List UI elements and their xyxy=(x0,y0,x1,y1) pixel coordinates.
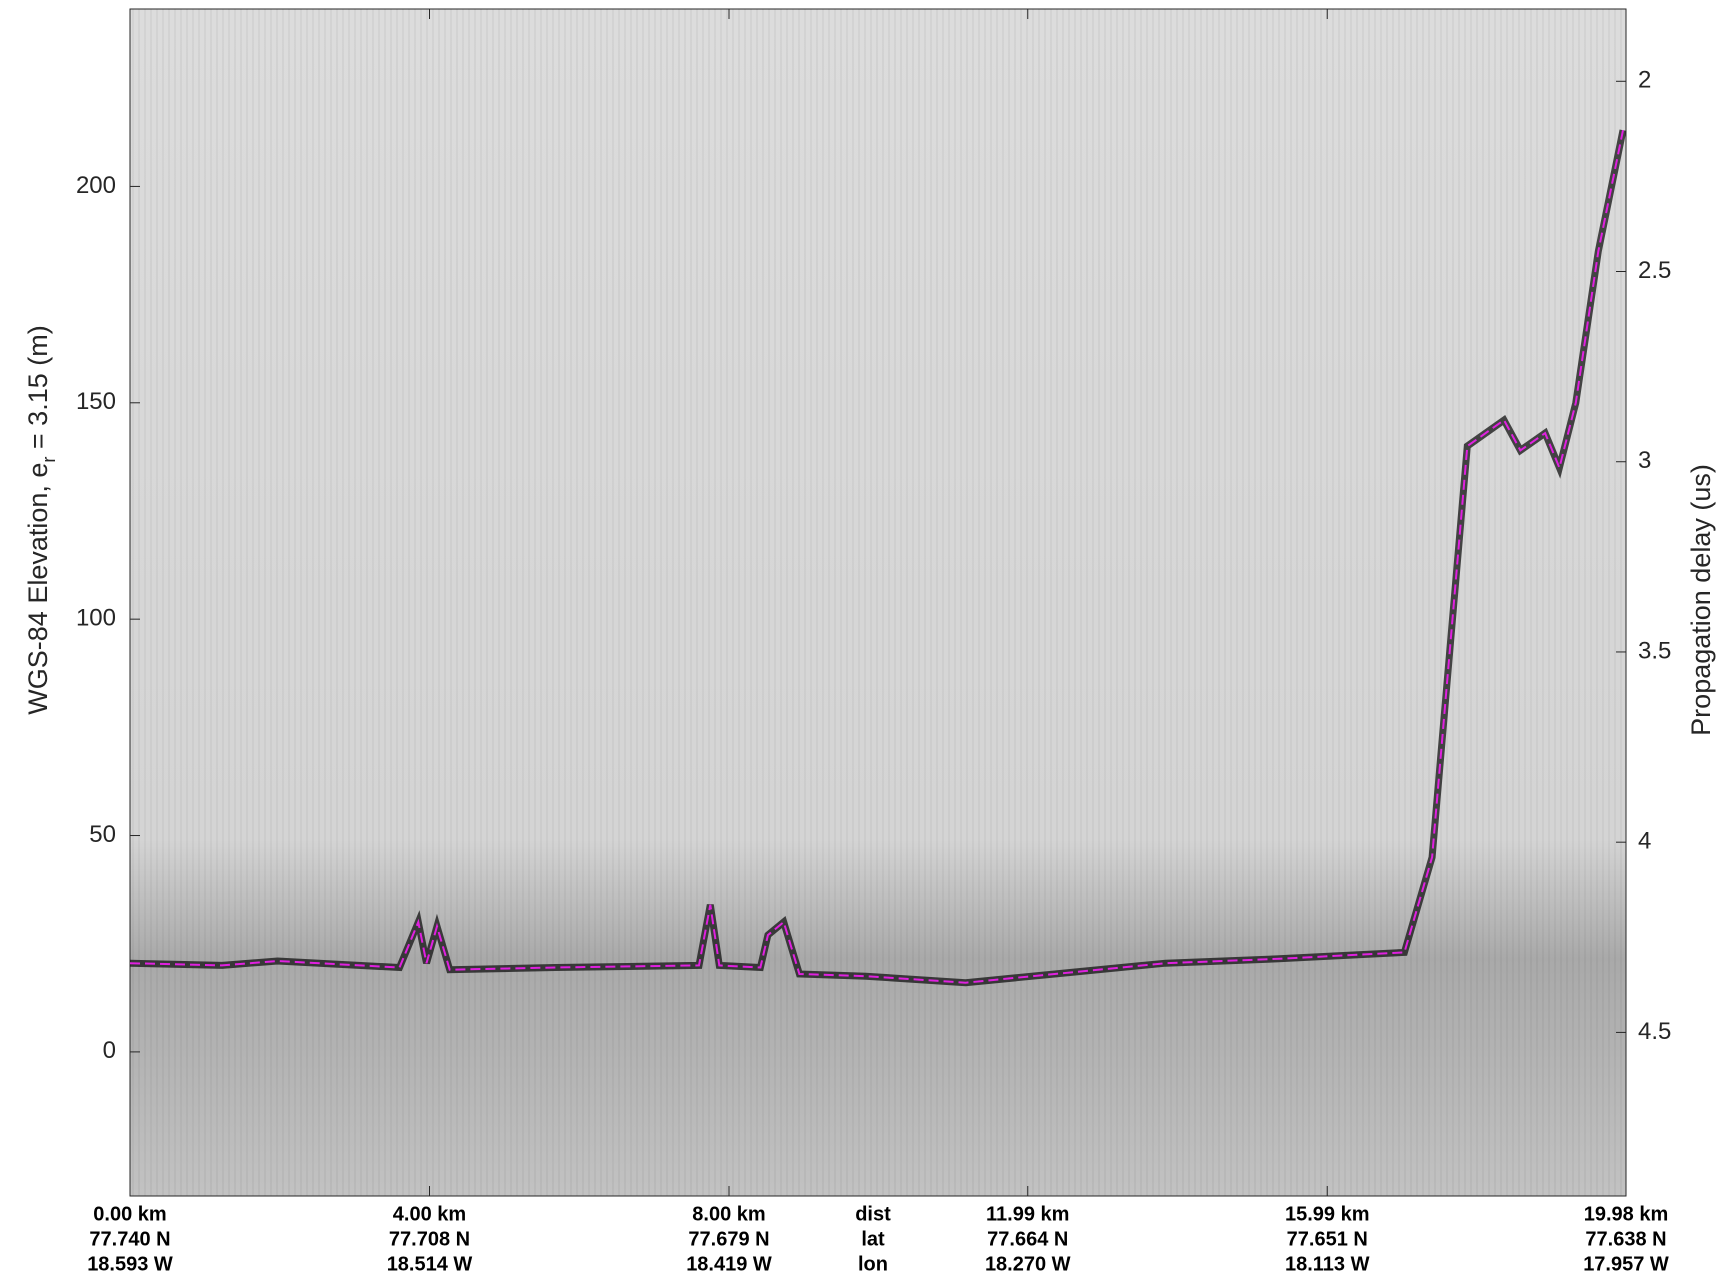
lon-label: 18.593 W xyxy=(87,1253,173,1275)
lon-label: 18.419 W xyxy=(686,1253,772,1275)
lat-label: 77.664 N xyxy=(987,1228,1068,1250)
lat-label: 77.708 N xyxy=(389,1228,470,1250)
echogram-texture xyxy=(130,9,1626,1196)
lat-label: 77.679 N xyxy=(688,1228,769,1250)
y-label-text: WGS-84 Elevation, e xyxy=(23,463,53,715)
y2-axis-label: Propagation delay (us) xyxy=(1686,464,1716,736)
y2-tick-label: 3 xyxy=(1638,447,1651,474)
y2-tick-label: 4 xyxy=(1638,828,1651,855)
lon-label: 18.113 W xyxy=(1285,1253,1370,1275)
y-label-sub: r xyxy=(39,457,59,463)
lon-label: 17.957 W xyxy=(1583,1253,1669,1275)
lat-label: 77.638 N xyxy=(1585,1228,1666,1250)
x-tick-label: 8.00 km xyxy=(692,1203,765,1225)
lat-label: 77.651 N xyxy=(1287,1228,1368,1250)
y-tick-label: 100 xyxy=(76,605,116,632)
y-label-tail: = 3.15 (m) xyxy=(23,325,53,456)
lat-label: 77.740 N xyxy=(89,1228,170,1250)
y-tick-label: 50 xyxy=(89,821,116,848)
lon-label: 18.270 W xyxy=(985,1253,1071,1275)
y-tick-label: 0 xyxy=(103,1037,116,1064)
x-tick-label: 4.00 km xyxy=(393,1203,466,1225)
picked-surface xyxy=(129,130,1624,984)
plot-frame xyxy=(129,8,1627,1197)
y2-tick-label: 4.5 xyxy=(1638,1018,1671,1045)
x-row-label: lon xyxy=(858,1253,888,1275)
y2-tick-label: 3.5 xyxy=(1638,637,1671,664)
x-row-label: dist xyxy=(855,1203,891,1225)
x-row-label: lat xyxy=(861,1228,885,1250)
x-tick-label: 19.98 km xyxy=(1584,1203,1669,1225)
y-axis-label: WGS-84 Elevation, er = 3.15 (m) xyxy=(23,325,59,714)
x-tick-label: 0.00 km xyxy=(93,1203,166,1225)
x-tick-label: 15.99 km xyxy=(1285,1203,1370,1225)
lon-label: 18.514 W xyxy=(387,1253,473,1275)
x-tick-label: 11.99 km xyxy=(986,1203,1069,1225)
y-tick-label: 200 xyxy=(76,172,116,199)
y2-tick-label: 2 xyxy=(1638,67,1651,94)
plot-area xyxy=(129,8,1627,1197)
y-tick-label: 150 xyxy=(76,388,116,415)
y2-tick-label: 2.5 xyxy=(1638,257,1671,284)
